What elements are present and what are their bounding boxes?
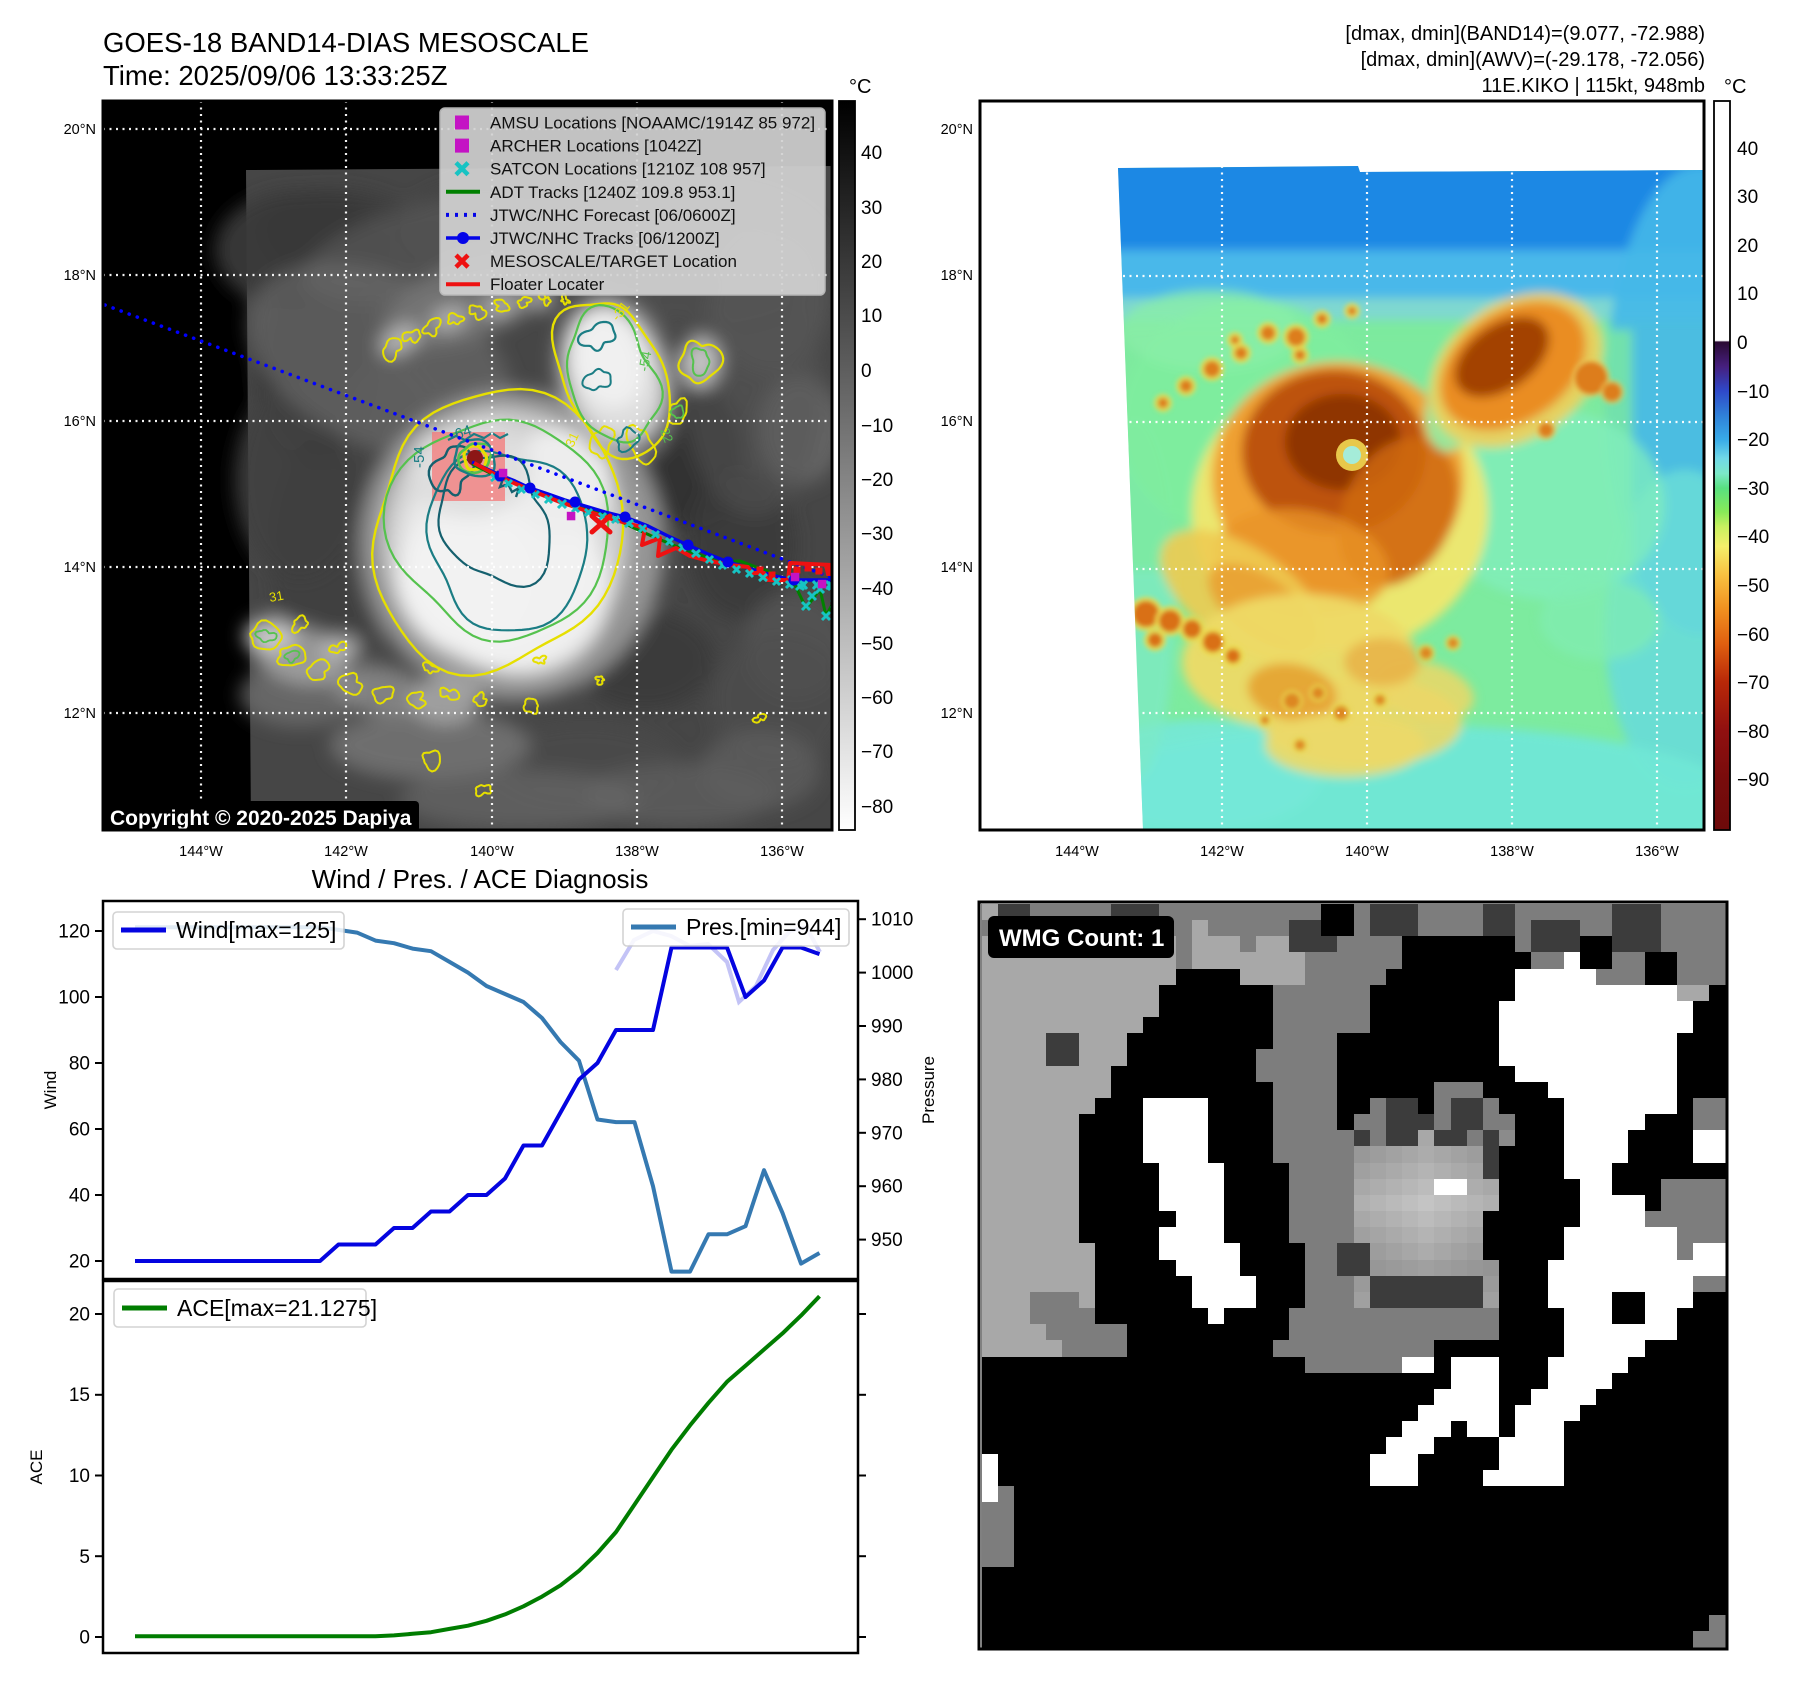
svg-text:1010: 1010 [871,910,913,931]
svg-text:Floater Locater: Floater Locater [490,275,605,294]
svg-text:−10: −10 [1737,382,1769,403]
svg-text:GOES-18 BAND14-DIAS MESOSCALE: GOES-18 BAND14-DIAS MESOSCALE [103,27,589,58]
svg-text:°C: °C [1724,76,1746,98]
svg-text:11E.KIKO | 115kt, 948mb: 11E.KIKO | 115kt, 948mb [1482,75,1705,97]
svg-text:−70: −70 [861,742,893,763]
svg-text:1000: 1000 [871,963,913,984]
svg-text:Wind[max=125]: Wind[max=125] [176,917,336,943]
svg-text:−60: −60 [1737,625,1769,646]
svg-text:14°N: 14°N [941,560,973,576]
svg-text:16°N: 16°N [64,414,96,430]
svg-text:142°W: 142°W [324,844,368,860]
svg-text:5: 5 [79,1547,90,1568]
svg-text:−70: −70 [1737,673,1769,694]
svg-text:-54: -54 [411,446,428,468]
svg-text:16°N: 16°N [941,414,973,430]
svg-text:31: 31 [268,588,285,605]
svg-text:-54: -54 [635,350,654,373]
svg-text:ARCHER Locations [1042Z]: ARCHER Locations [1042Z] [490,137,702,156]
svg-text:JTWC/NHC Tracks [06/1200Z]: JTWC/NHC Tracks [06/1200Z] [490,229,720,248]
svg-text:140°W: 140°W [1345,844,1389,860]
svg-text:136°W: 136°W [1635,844,1679,860]
svg-text:20: 20 [69,1252,90,1273]
svg-text:°C: °C [849,76,871,98]
svg-text:SATCON Locations [1210Z 108 95: SATCON Locations [1210Z 108 957] [490,160,766,179]
svg-text:−60: −60 [861,688,893,709]
svg-text:22: 22 [657,426,676,445]
svg-text:−80: −80 [861,797,893,818]
svg-text:−10: −10 [861,416,893,437]
svg-text:80: 80 [69,1054,90,1075]
svg-text:−90: −90 [1737,770,1769,791]
svg-text:960: 960 [871,1177,903,1198]
svg-text:Pres.[min=944]: Pres.[min=944] [686,914,841,940]
svg-text:0: 0 [79,1628,90,1649]
svg-text:18°N: 18°N [941,268,973,284]
svg-text:970: 970 [871,1123,903,1144]
svg-text:10: 10 [1737,284,1758,305]
svg-text:−20: −20 [1737,430,1769,451]
svg-text:Wind: Wind [41,1071,60,1110]
svg-text:136°W: 136°W [760,844,804,860]
svg-text:120: 120 [58,922,90,943]
svg-text:144°W: 144°W [1055,844,1099,860]
svg-text:−30: −30 [861,524,893,545]
svg-text:Pressure: Pressure [919,1056,938,1124]
svg-text:138°W: 138°W [1490,844,1534,860]
svg-text:0: 0 [1737,333,1748,354]
svg-text:31: 31 [562,430,582,449]
svg-text:138°W: 138°W [615,844,659,860]
svg-text:30: 30 [861,198,882,219]
svg-text:−50: −50 [1737,576,1769,597]
svg-text:Copyright © 2020-2025 Dapiya: Copyright © 2020-2025 Dapiya [110,807,412,830]
svg-text:980: 980 [871,1070,903,1091]
svg-text:15: 15 [69,1385,90,1406]
svg-text:WMG Count: 1: WMG Count: 1 [999,925,1164,952]
svg-text:10: 10 [861,306,882,327]
svg-text:Wind / Pres. / ACE Diagnosis: Wind / Pres. / ACE Diagnosis [312,864,649,894]
svg-text:ACE[max=21.1275]: ACE[max=21.1275] [177,1295,377,1321]
svg-text:144°W: 144°W [179,844,223,860]
svg-text:AMSU Locations [NOAAMC/1914Z 8: AMSU Locations [NOAAMC/1914Z 85 972] [490,114,815,133]
svg-text:18°N: 18°N [64,268,96,284]
svg-text:140°W: 140°W [470,844,514,860]
svg-text:20: 20 [1737,236,1758,257]
svg-text:990: 990 [871,1017,903,1038]
svg-text:−40: −40 [1737,527,1769,548]
svg-text:40: 40 [1737,139,1758,160]
svg-text:100: 100 [58,988,90,1009]
svg-text:ACE: ACE [27,1450,46,1485]
svg-text:40: 40 [69,1186,90,1207]
svg-text:142°W: 142°W [1200,844,1244,860]
svg-text:60: 60 [69,1120,90,1141]
svg-text:−30: −30 [1737,479,1769,500]
svg-text:−80: −80 [1737,722,1769,743]
svg-text:−40: −40 [861,579,893,600]
svg-text:Time: 2025/09/06 13:33:25Z: Time: 2025/09/06 13:33:25Z [103,60,448,91]
svg-text:0: 0 [861,361,872,382]
svg-text:20°N: 20°N [64,122,96,138]
svg-text:ADT Tracks [1240Z 109.8 953.1]: ADT Tracks [1240Z 109.8 953.1] [490,183,735,202]
svg-text:20: 20 [69,1305,90,1326]
svg-text:14°N: 14°N [64,560,96,576]
svg-text:MESOSCALE/TARGET Location: MESOSCALE/TARGET Location [490,252,737,271]
svg-text:20: 20 [861,252,882,273]
svg-text:950: 950 [871,1230,903,1251]
svg-text:30: 30 [1737,187,1758,208]
svg-text:[dmax, dmin](BAND14)=(9.077, -: [dmax, dmin](BAND14)=(9.077, -72.988) [1345,23,1705,45]
svg-text:[dmax, dmin](AWV)=(-29.178, -7: [dmax, dmin](AWV)=(-29.178, -72.056) [1361,49,1705,71]
svg-text:12°N: 12°N [941,706,973,722]
svg-text:−50: −50 [861,634,893,655]
svg-text:40: 40 [861,143,882,164]
svg-text:−20: −20 [861,470,893,491]
svg-text:20°N: 20°N [941,122,973,138]
svg-text:12°N: 12°N [64,706,96,722]
svg-text:10: 10 [69,1466,90,1487]
svg-text:JTWC/NHC Forecast [06/0600Z]: JTWC/NHC Forecast [06/0600Z] [490,206,736,225]
